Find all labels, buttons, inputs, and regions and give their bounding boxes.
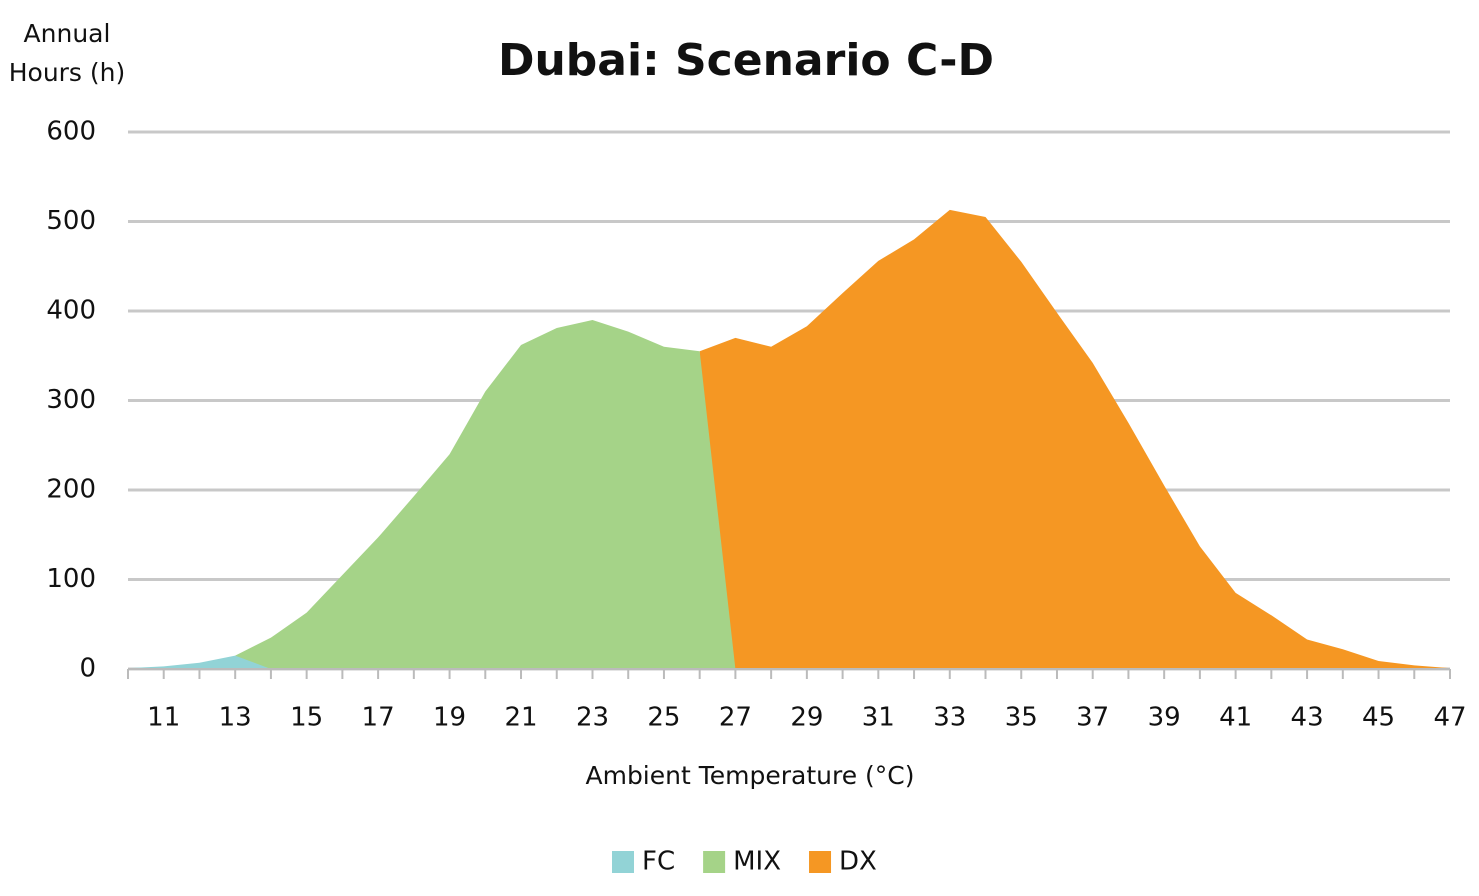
y-tick-label: 100 [46, 564, 96, 594]
x-tick-label: 11 [147, 703, 180, 733]
area [235, 319, 736, 669]
x-tick-label: 31 [862, 703, 895, 733]
chart-title: Dubai: Scenario C-D [498, 35, 994, 86]
x-tick-label: 37 [1076, 703, 1109, 733]
x-tick-label: 27 [719, 703, 752, 733]
legend-label: DX [839, 847, 877, 877]
legend-label: MIX [733, 847, 781, 877]
x-tick-label: 41 [1219, 703, 1252, 733]
x-tick-label: 29 [790, 703, 823, 733]
x-tick-label: 21 [504, 703, 537, 733]
x-tick-label: 25 [647, 703, 680, 733]
area [699, 209, 1450, 670]
y-tick-label: 300 [46, 385, 96, 415]
x-tick-label: 19 [433, 703, 466, 733]
x-tick-label: 39 [1148, 703, 1181, 733]
x-tick-label: 23 [576, 703, 609, 733]
x-tick-label: 45 [1362, 703, 1395, 733]
x-tick-label: 33 [933, 703, 966, 733]
x-tick-label: 43 [1291, 703, 1324, 733]
x-tick-label: 17 [362, 703, 395, 733]
x-axis-label: Ambient Temperature (°C) [585, 761, 914, 790]
x-tick-label: 15 [290, 703, 323, 733]
y-tick-label: 200 [46, 475, 96, 505]
y-tick-label: 600 [46, 117, 96, 147]
area [128, 655, 271, 669]
legend-label: FC [642, 847, 675, 877]
legend-swatch [703, 851, 726, 873]
x-tick-label: 13 [219, 703, 252, 733]
y-tick-label: 0 [79, 654, 96, 684]
legend-swatch [612, 851, 634, 873]
x-tick-label: 47 [1433, 703, 1466, 733]
y-tick-label: 500 [46, 206, 96, 236]
x-tick-label: 35 [1005, 703, 1038, 733]
y-tick-label: 400 [46, 296, 96, 326]
legend-swatch [809, 851, 832, 873]
y-axis-label: Annual Hours (h) [8, 19, 126, 87]
